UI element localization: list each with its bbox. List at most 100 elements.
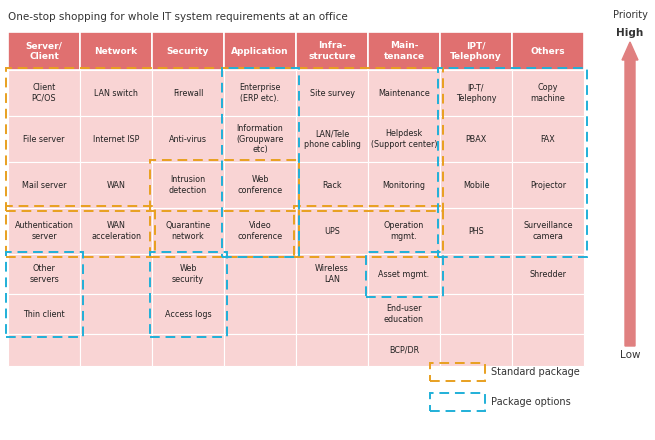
Bar bbox=[80, 334, 152, 366]
Bar bbox=[430, 393, 485, 411]
Bar bbox=[152, 254, 224, 294]
Bar bbox=[440, 208, 512, 254]
Bar bbox=[296, 116, 368, 162]
Bar bbox=[296, 162, 368, 208]
Bar bbox=[80, 32, 152, 70]
Bar bbox=[80, 254, 152, 294]
Bar bbox=[224, 70, 296, 116]
Text: Copy
machine: Copy machine bbox=[531, 83, 565, 103]
Bar bbox=[368, 294, 440, 334]
Bar bbox=[368, 70, 440, 116]
Bar bbox=[80, 70, 152, 116]
Text: Main-
tenance: Main- tenance bbox=[383, 41, 424, 61]
Bar bbox=[440, 254, 512, 294]
Text: Quarantine
network: Quarantine network bbox=[166, 221, 210, 241]
Text: Shredder: Shredder bbox=[529, 269, 567, 279]
Text: Mail server: Mail server bbox=[22, 180, 66, 190]
Bar bbox=[368, 334, 440, 366]
Text: Web
security: Web security bbox=[172, 264, 204, 284]
Text: Information
(Groupware
etc): Information (Groupware etc) bbox=[236, 124, 284, 154]
Bar bbox=[296, 70, 368, 116]
Bar bbox=[8, 162, 80, 208]
Text: Client
PC/OS: Client PC/OS bbox=[31, 83, 56, 103]
Text: Authentication
server: Authentication server bbox=[14, 221, 73, 241]
Bar bbox=[224, 254, 296, 294]
Text: Priority: Priority bbox=[612, 10, 647, 20]
Text: Web
conference: Web conference bbox=[237, 175, 282, 195]
Text: PHS: PHS bbox=[468, 227, 484, 235]
Bar bbox=[368, 254, 440, 294]
Bar bbox=[80, 162, 152, 208]
Text: Other
servers: Other servers bbox=[29, 264, 59, 284]
Bar bbox=[296, 32, 368, 70]
Bar bbox=[224, 162, 296, 208]
Text: High: High bbox=[616, 28, 644, 38]
Bar bbox=[296, 294, 368, 334]
Bar bbox=[152, 294, 224, 334]
Bar bbox=[8, 334, 80, 366]
Bar bbox=[440, 70, 512, 116]
Text: Access logs: Access logs bbox=[164, 309, 212, 319]
Bar bbox=[224, 294, 296, 334]
Text: Infra-
structure: Infra- structure bbox=[309, 41, 356, 61]
Text: Surveillance
camera: Surveillance camera bbox=[523, 221, 572, 241]
Bar bbox=[296, 208, 368, 254]
Text: Helpdesk
(Support center): Helpdesk (Support center) bbox=[371, 129, 438, 149]
Text: Maintenance: Maintenance bbox=[378, 88, 430, 98]
Bar bbox=[512, 70, 584, 116]
Bar bbox=[224, 334, 296, 366]
Bar bbox=[438, 67, 586, 257]
Bar bbox=[512, 254, 584, 294]
Text: Low: Low bbox=[620, 350, 640, 360]
Bar bbox=[224, 116, 296, 162]
Text: Anti-virus: Anti-virus bbox=[169, 135, 207, 143]
Bar bbox=[5, 205, 155, 257]
Bar bbox=[221, 67, 299, 257]
Bar bbox=[80, 294, 152, 334]
Text: Thin client: Thin client bbox=[23, 309, 65, 319]
Text: PBAX: PBAX bbox=[465, 135, 487, 143]
Text: Security: Security bbox=[167, 47, 209, 55]
Text: UPS: UPS bbox=[324, 227, 340, 235]
Text: LAN/Tele
phone cabling: LAN/Tele phone cabling bbox=[303, 129, 360, 149]
Bar bbox=[152, 116, 224, 162]
Text: Projector: Projector bbox=[530, 180, 566, 190]
Text: Mobile: Mobile bbox=[462, 180, 489, 190]
Bar bbox=[224, 32, 296, 70]
Bar bbox=[149, 160, 299, 257]
Text: Asset mgmt.: Asset mgmt. bbox=[379, 269, 430, 279]
Text: Internet ISP: Internet ISP bbox=[93, 135, 139, 143]
Text: LAN switch: LAN switch bbox=[94, 88, 138, 98]
Text: Firewall: Firewall bbox=[173, 88, 203, 98]
Bar bbox=[293, 205, 443, 257]
Text: Wireless
LAN: Wireless LAN bbox=[315, 264, 349, 284]
Bar bbox=[512, 162, 584, 208]
Bar bbox=[80, 116, 152, 162]
Text: WAN
acceleration: WAN acceleration bbox=[91, 221, 141, 241]
Text: Network: Network bbox=[94, 47, 138, 55]
Bar bbox=[296, 334, 368, 366]
Text: Enterprise
(ERP etc).: Enterprise (ERP etc). bbox=[239, 83, 281, 103]
Bar bbox=[512, 208, 584, 254]
Bar bbox=[8, 116, 80, 162]
Bar bbox=[80, 208, 152, 254]
Bar bbox=[8, 70, 80, 116]
Bar bbox=[440, 116, 512, 162]
Bar bbox=[8, 254, 80, 294]
Text: Intrusion
detection: Intrusion detection bbox=[169, 175, 207, 195]
Text: Others: Others bbox=[531, 47, 565, 55]
Bar bbox=[152, 162, 224, 208]
Bar bbox=[365, 252, 443, 297]
Text: Server/
Client: Server/ Client bbox=[26, 41, 62, 61]
Bar bbox=[8, 294, 80, 334]
Text: BCP/DR: BCP/DR bbox=[389, 345, 419, 355]
Text: IP-T/
Telephony: IP-T/ Telephony bbox=[456, 83, 496, 103]
Text: IPT/
Telephony: IPT/ Telephony bbox=[450, 41, 502, 61]
Bar bbox=[440, 32, 512, 70]
Bar bbox=[152, 334, 224, 366]
Bar bbox=[440, 162, 512, 208]
Bar bbox=[152, 32, 224, 70]
Bar bbox=[368, 32, 440, 70]
Bar bbox=[512, 294, 584, 334]
Bar bbox=[149, 252, 227, 337]
